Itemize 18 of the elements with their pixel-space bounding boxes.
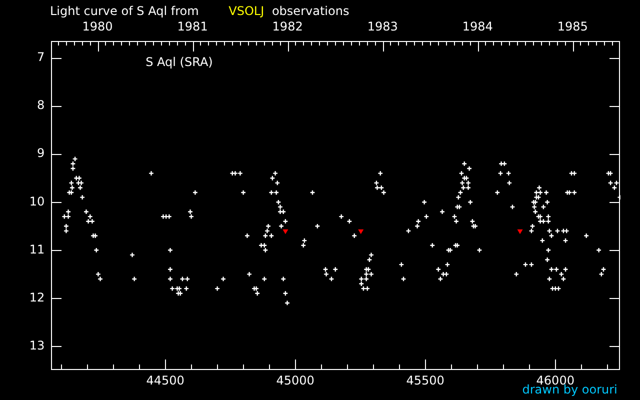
y-tick-label: 8 [36,98,45,112]
y-tick-label: 7 [36,50,45,64]
y-tick-label: 12 [29,290,45,304]
y-tick-label: 13 [29,338,45,352]
annotation: S Aql (SRA) [146,54,213,69]
x2-tick-label: 1980 [82,20,113,34]
x2-tick-label: 1984 [462,20,493,34]
y-tick-label: 9 [36,146,45,160]
y-tick-label: 11 [29,242,45,256]
x-tick-label: 45500 [406,374,444,388]
x2-tick-label: 1985 [557,20,588,34]
y-tick-label: 10 [29,194,45,208]
x-tick-label: 44500 [146,374,184,388]
x2-tick-label: 1982 [272,20,303,34]
x2-tick-label: 1983 [367,20,398,34]
x2-tick-label: 1981 [177,20,208,34]
x-tick-label: 45000 [276,374,314,388]
chart-title: Light curve of S Aql from VSOLJ observations [50,4,350,18]
